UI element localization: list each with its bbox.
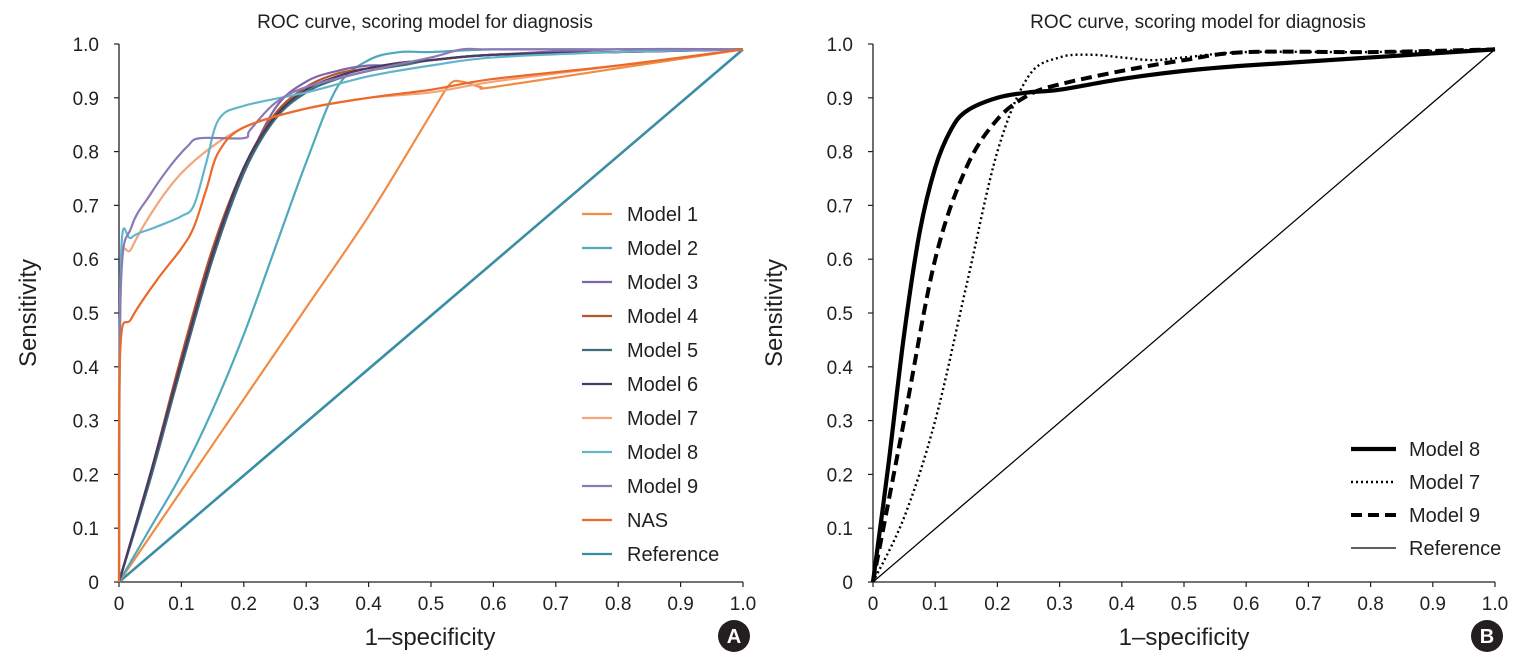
- panel-a-x-tick-label: 0.1: [168, 594, 194, 615]
- panel-b-x-tick-label: 1.0: [1482, 594, 1508, 615]
- panel-a-y-tick-label: 0: [88, 573, 99, 594]
- panel-b-y-tick-label: 0.2: [827, 465, 853, 486]
- panel-a-series-model-8: [117, 48, 744, 583]
- panel-a-x-tick-label: 0.5: [418, 594, 444, 615]
- panel-a-y-tick-label: 0.5: [73, 304, 99, 325]
- panel-a-title: ROC curve, scoring model for diagnosis: [257, 12, 593, 33]
- panel-a-x-tick-label: 0.6: [480, 594, 506, 615]
- panel-b-x-tick-label: 0: [868, 594, 879, 615]
- panel-b-x-tick-label: 0.8: [1357, 594, 1383, 615]
- panel-b-y-tick-label: 0.8: [827, 143, 853, 164]
- panel-a-y-tick-label: 0.1: [73, 519, 99, 540]
- panel-a-y-tick-label: 0.9: [73, 89, 99, 110]
- panel-b-x-tick-label: 0.5: [1171, 594, 1197, 615]
- panel-b-y-tick-label: 0.3: [827, 412, 853, 433]
- panel-a-ylabel: Sensitivity: [15, 259, 42, 367]
- panel-b-y-tick-label: 0.9: [827, 89, 853, 110]
- panel-b-legend-label: Model 8: [1409, 439, 1480, 461]
- panel-a-legend-label: Model 9: [627, 476, 698, 498]
- panel-a-y-tick-label: 0.8: [73, 143, 99, 164]
- panel-a-legend-label: NAS: [627, 510, 668, 532]
- panel-b-x-tick-label: 0.3: [1046, 594, 1072, 615]
- panel-a-xlabel: 1–specificity: [365, 624, 496, 651]
- panel-b-badge: [1471, 620, 1503, 652]
- panel-a-x-tick-label: 0.8: [605, 594, 631, 615]
- panel-b-x-tick-label: 0.9: [1420, 594, 1446, 615]
- panel-b-series-model-8: [870, 47, 1496, 583]
- panel-b-legend-label: Reference: [1409, 538, 1501, 560]
- panel-a-series-model-9: [117, 47, 743, 583]
- panel-b-y-tick-label: 0.5: [827, 304, 853, 325]
- panel-a-y-tick-label: 0.6: [73, 250, 99, 271]
- panel-b-legend-label: Model 9: [1409, 505, 1480, 527]
- panel-a-x-tick-label: 0.4: [355, 594, 382, 615]
- panel-a-x-tick-label: 0.7: [543, 594, 569, 615]
- panel-b-y-tick-label: 0.4: [827, 358, 854, 379]
- panel-a-badge: [718, 620, 750, 652]
- panel-a-x-tick-label: 1.0: [730, 594, 756, 615]
- panel-a-x-tick-label: 0.2: [231, 594, 257, 615]
- panel-b-series-model-7: [871, 48, 1496, 583]
- panel-b-y-tick-label: 0.1: [827, 519, 853, 540]
- panel-a-legend-label: Reference: [627, 544, 719, 566]
- panel-a-x-tick-label: 0.3: [293, 594, 319, 615]
- panel-b-x-tick-label: 0.4: [1109, 594, 1136, 615]
- panel-a-legend-label: Model 3: [627, 272, 698, 294]
- panel-a-y-tick-label: 1.0: [73, 35, 99, 56]
- panel-b-xlabel: 1–specificity: [1119, 624, 1250, 651]
- panel-a-legend-label: Model 7: [627, 408, 698, 430]
- panel-b-legend-label: Model 7: [1409, 472, 1480, 494]
- panel-a-series-model-1: [118, 48, 744, 583]
- panel-a-y-tick-label: 0.4: [73, 358, 100, 379]
- panel-a-series-nas: [117, 48, 744, 583]
- panel-b-series-model-9: [871, 47, 1496, 583]
- panel-b-y-tick-label: 0.7: [827, 196, 853, 217]
- panel-b-y-tick-label: 1.0: [827, 35, 853, 56]
- panel-b-x-tick-label: 0.6: [1233, 594, 1259, 615]
- panel-a-y-tick-label: 0.7: [73, 196, 99, 217]
- panel-a-legend-label: Model 6: [627, 374, 698, 396]
- panel-a-badge-label: A: [727, 626, 741, 648]
- panel-b-x-tick-label: 0.2: [984, 594, 1010, 615]
- panel-a-y-tick-label: 0.2: [73, 465, 99, 486]
- panel-b-x-tick-label: 0.7: [1295, 594, 1321, 615]
- panel-a-y-tick-label: 0.3: [73, 412, 99, 433]
- panel-a-legend-label: Model 5: [627, 340, 698, 362]
- panel-a-legend-label: Model 2: [627, 238, 698, 260]
- panel-b-badge-label: B: [1480, 626, 1494, 648]
- panel-b-x-tick-label: 0.1: [922, 594, 948, 615]
- panel-a-legend-label: Model 4: [627, 306, 698, 328]
- panel-a-x-tick-label: 0.9: [667, 594, 693, 615]
- panel-b-y-tick-label: 0: [842, 573, 853, 594]
- panel-b-ylabel: Sensitivity: [761, 259, 788, 367]
- panel-a-x-tick-label: 0: [114, 594, 125, 615]
- panel-b-series-reference: [872, 48, 1496, 583]
- panel-a-legend-label: Model 1: [627, 204, 698, 226]
- panel-b-y-tick-label: 0.6: [827, 250, 853, 271]
- panel-b-title: ROC curve, scoring model for diagnosis: [1030, 12, 1366, 33]
- panel-a-series-reference: [118, 48, 744, 583]
- panel-a-legend-label: Model 8: [627, 442, 698, 464]
